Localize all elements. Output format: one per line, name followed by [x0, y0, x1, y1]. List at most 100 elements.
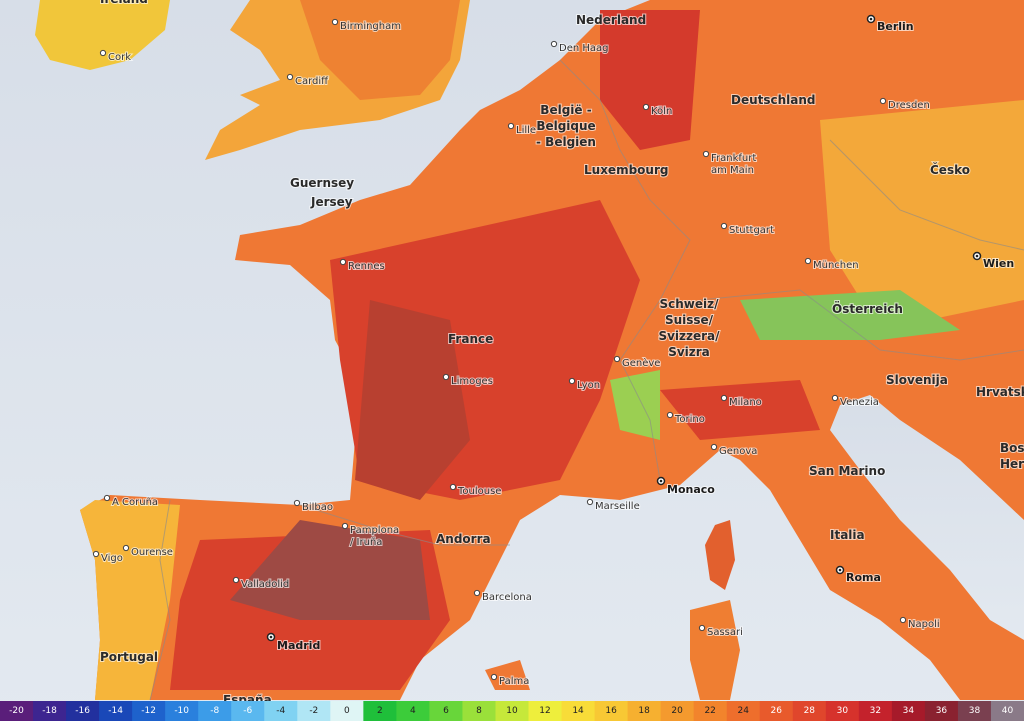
legend-swatch: [528, 701, 563, 721]
city-label: Marseille: [595, 501, 640, 512]
legend-label: 8: [476, 706, 482, 716]
legend-label: 10: [506, 706, 518, 716]
city-label: Napoli: [908, 619, 940, 630]
city-label: Milano: [729, 397, 762, 408]
city-dot: [473, 589, 481, 597]
city-label: Torino: [674, 414, 705, 425]
city-dot: [331, 18, 339, 26]
city-label: Lyon: [577, 380, 600, 391]
legend-label: 36: [936, 706, 948, 716]
city-label: Dresden: [888, 100, 930, 111]
city-label: Palma: [499, 676, 529, 687]
country-label: Nederland: [576, 13, 646, 27]
legend-swatch: [0, 701, 34, 721]
city-dot: [642, 103, 650, 111]
legend-label: 26: [771, 706, 783, 716]
city-label: A Coruña: [112, 497, 158, 508]
legend-swatch: [990, 701, 1024, 721]
city-dot: [899, 616, 907, 624]
city-dot: [804, 257, 812, 265]
city-label: Bilbao: [302, 502, 333, 513]
legend-swatch: [594, 701, 629, 721]
legend-swatch: [858, 701, 893, 721]
city-dot: [339, 258, 347, 266]
country-label: Svizra: [668, 345, 710, 359]
city-label: Valladolid: [241, 579, 289, 590]
country-label: Belgique: [536, 119, 595, 133]
legend-swatch: [264, 701, 298, 721]
city-label: Venezia: [840, 397, 879, 408]
capital-dot-center: [659, 479, 663, 483]
legend-swatch: [231, 701, 265, 721]
country-label: Jersey: [310, 195, 353, 209]
legend-label: 38: [969, 706, 981, 716]
country-label: Andorra: [436, 532, 491, 546]
city-label: Frankfurt: [711, 153, 756, 164]
city-dot: [720, 394, 728, 402]
capital-dot-center: [869, 17, 873, 21]
legend-swatch: [693, 701, 728, 721]
legend-label: -2: [309, 706, 318, 716]
city-label: Genève: [622, 357, 660, 369]
city-dot: [122, 544, 130, 552]
legend-swatch: [792, 701, 827, 721]
city-label: Vigo: [101, 553, 123, 564]
city-dot: [831, 394, 839, 402]
city-dot: [507, 122, 515, 130]
city-label: Toulouse: [457, 486, 501, 497]
country-label: Guernsey: [290, 176, 354, 190]
city-dot: [341, 522, 349, 530]
legend-label: -12: [141, 706, 156, 716]
legend-swatch: [330, 701, 364, 721]
legend-label: 32: [870, 706, 881, 716]
legend-label: 24: [737, 706, 749, 716]
legend-label: 18: [638, 706, 650, 716]
country-label: Österreich: [832, 301, 903, 316]
city-label: München: [813, 260, 859, 271]
country-label: Česko: [930, 162, 970, 177]
city-dot: [550, 40, 558, 48]
capital-label: Berlin: [877, 20, 914, 33]
country-label: Hrvatska: [976, 385, 1024, 399]
country-label: Svizzera/: [658, 329, 720, 343]
country-label: Slovenija: [886, 373, 948, 387]
city-dot: [568, 377, 576, 385]
legend-swatch: [627, 701, 662, 721]
city-dot: [490, 673, 498, 681]
legend-swatch: [33, 701, 67, 721]
city-dot: [99, 49, 107, 57]
country-label: Portugal: [100, 650, 158, 664]
legend-swatch: [660, 701, 695, 721]
capital-label: Madrid: [277, 639, 320, 652]
city-dot: [720, 222, 728, 230]
city-label: Lille: [516, 125, 536, 136]
legend-label: 22: [704, 706, 715, 716]
city-label: Limoges: [451, 376, 493, 387]
land: [35, 0, 1024, 700]
city-label: Birmingham: [340, 21, 401, 32]
city-dot: [666, 411, 674, 419]
city-dot: [586, 498, 594, 506]
city-label: Den Haag: [559, 43, 609, 54]
legend-swatch: [429, 701, 463, 721]
legend-label: 4: [410, 706, 416, 716]
legend-swatch: [99, 701, 133, 721]
legend-label: -16: [75, 706, 90, 716]
legend-label: -4: [276, 706, 285, 716]
country-label: België -: [540, 103, 591, 117]
city-label: Rennes: [348, 261, 385, 272]
legend-swatch: [462, 701, 496, 721]
city-dot: [103, 494, 111, 502]
legend-label: 40: [1002, 706, 1014, 716]
country-label: Deutschland: [731, 93, 816, 107]
legend-swatch: [132, 701, 166, 721]
city-label: Pamplona: [350, 525, 399, 536]
city-dot: [293, 499, 301, 507]
country-label: France: [448, 332, 493, 346]
country-label: Herceg: [1000, 457, 1024, 471]
country-label: Bosn: [1000, 441, 1024, 455]
legend-swatch: [66, 701, 100, 721]
country-label: Suisse/: [665, 313, 714, 327]
country-label: - Belgien: [536, 135, 596, 149]
